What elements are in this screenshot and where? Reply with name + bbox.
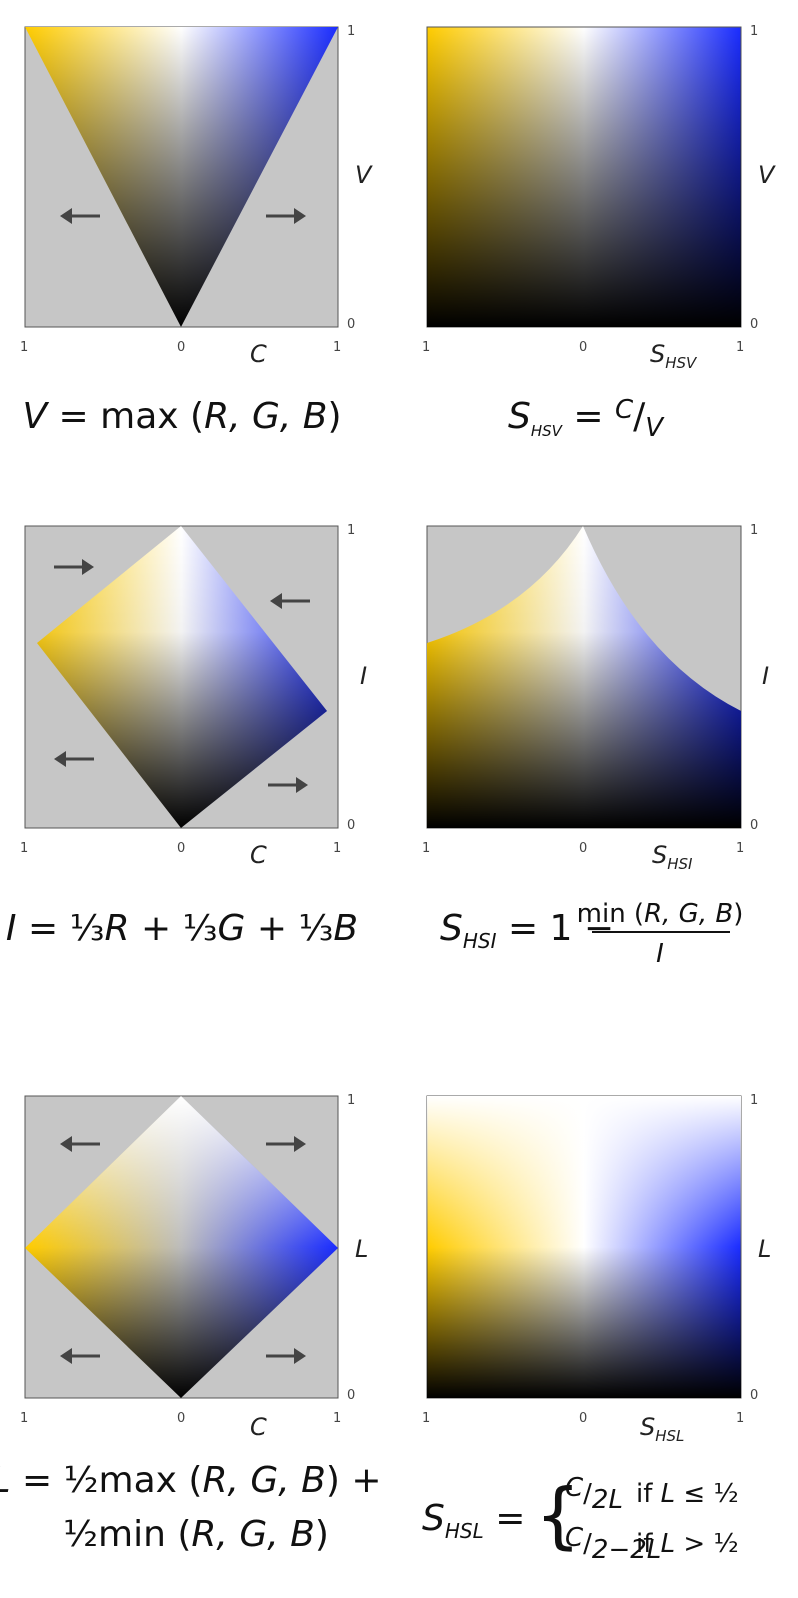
- x-axis-label: SHSV: [650, 340, 698, 372]
- formula-intensity: I = ⅓R + ⅓G + ⅓B: [6, 908, 358, 949]
- x-tick-center: 0: [579, 1411, 587, 1426]
- left-arrow-icon: [60, 208, 100, 224]
- left-arrow-icon: [60, 1348, 100, 1364]
- svg-text:{: {: [535, 1473, 581, 1557]
- x-tick-left: 1: [20, 340, 28, 355]
- formula-hsl-saturation: SHSL = { C/2L if L ≤ ½ C/2−2L if L > ½: [422, 1473, 739, 1565]
- x-tick-left: 1: [20, 841, 28, 856]
- x-tick-center: 0: [579, 841, 587, 856]
- x-axis-label: C: [250, 1413, 267, 1441]
- x-tick-center: 0: [177, 841, 185, 856]
- y-tick-bottom: 0: [750, 1388, 758, 1403]
- x-tick-right: 1: [333, 340, 341, 355]
- right-arrow-icon: [266, 208, 306, 224]
- y-axis-label: V: [758, 161, 776, 189]
- y-tick-top: 1: [347, 1093, 355, 1108]
- y-tick-bottom: 0: [347, 818, 355, 833]
- y-axis-label: I: [360, 662, 367, 690]
- x-tick-right: 1: [333, 841, 341, 856]
- y-tick-top: 1: [347, 24, 355, 39]
- y-axis-label: L: [758, 1235, 771, 1263]
- hsv-chroma-panel: 1 0 V 1 0 1 C: [20, 24, 373, 368]
- svg-text:if L ≤ ½: if L ≤ ½: [636, 1479, 739, 1509]
- x-tick-left: 1: [422, 1411, 430, 1426]
- y-tick-bottom: 0: [750, 317, 758, 332]
- x-tick-right: 1: [736, 841, 744, 856]
- x-tick-center: 0: [177, 1411, 185, 1426]
- left-arrow-icon: [54, 751, 94, 767]
- darkness-overlay: [427, 27, 741, 327]
- x-tick-left: 1: [20, 1411, 28, 1426]
- left-arrow-icon: [270, 593, 310, 609]
- x-tick-right: 1: [736, 1411, 744, 1426]
- right-arrow-icon: [54, 559, 94, 575]
- left-arrow-icon: [60, 1136, 100, 1152]
- x-tick-right: 1: [736, 340, 744, 355]
- y-tick-top: 1: [347, 523, 355, 538]
- x-axis-label: C: [250, 340, 267, 368]
- x-axis-label: SHSL: [640, 1413, 684, 1445]
- x-tick-right: 1: [333, 1411, 341, 1426]
- y-tick-top: 1: [750, 523, 758, 538]
- hsl-chroma-panel: 1 0 L 1 0 1 C: [20, 1093, 368, 1441]
- formula-value: V = max (R, G, B): [22, 396, 341, 437]
- hsi-chroma-panel: 1 0 I 1 0 1 C: [20, 523, 367, 869]
- hsv-saturation-panel: 1 0 V 1 0 1 SHSV: [422, 24, 776, 372]
- formula-lightness: L = ½max (R, G, B) + ½min (R, G, B): [0, 1460, 382, 1555]
- y-tick-top: 1: [750, 24, 758, 39]
- svg-text:½min (R, G, B): ½min (R, G, B): [63, 1514, 329, 1555]
- hsl-saturation-panel: 1 0 L 1 0 1 SHSL: [422, 1093, 771, 1445]
- formula-hsi-saturation: SHSI = 1 − min (R, G, B) I: [440, 899, 743, 969]
- right-arrow-icon: [266, 1136, 306, 1152]
- svg-text:I: I: [656, 939, 664, 969]
- svg-text:if L > ½: if L > ½: [636, 1529, 739, 1559]
- y-tick-top: 1: [750, 1093, 758, 1108]
- lightness-overlay: [427, 1096, 741, 1398]
- right-arrow-icon: [268, 777, 308, 793]
- x-tick-center: 0: [579, 340, 587, 355]
- x-tick-center: 0: [177, 340, 185, 355]
- svg-text:L = ½max (R, G, B) +: L = ½max (R, G, B) +: [0, 1460, 382, 1501]
- svg-text:C/2−2L: C/2−2L: [565, 1523, 661, 1565]
- svg-text:min (R, G, B): min (R, G, B): [577, 899, 744, 929]
- y-tick-bottom: 0: [750, 818, 758, 833]
- right-arrow-icon: [266, 1348, 306, 1364]
- svg-text:SHSI = 1 −: SHSI = 1 −: [440, 908, 614, 953]
- x-tick-left: 1: [422, 841, 430, 856]
- x-axis-label: C: [250, 841, 267, 869]
- x-tick-left: 1: [422, 340, 430, 355]
- y-tick-bottom: 0: [347, 1388, 355, 1403]
- x-axis-label: SHSI: [652, 841, 693, 873]
- y-axis-label: L: [355, 1235, 368, 1263]
- y-axis-label: I: [762, 662, 769, 690]
- svg-text:SHSL =: SHSL =: [422, 1498, 525, 1543]
- y-axis-label: V: [355, 161, 373, 189]
- formula-hsv-saturation: SHSV = C/V: [508, 395, 665, 443]
- y-tick-bottom: 0: [347, 317, 355, 332]
- svg-text:C/2L: C/2L: [565, 1473, 623, 1515]
- hsi-saturation-panel: 1 0 I 1 0 1 SHSI: [422, 523, 769, 873]
